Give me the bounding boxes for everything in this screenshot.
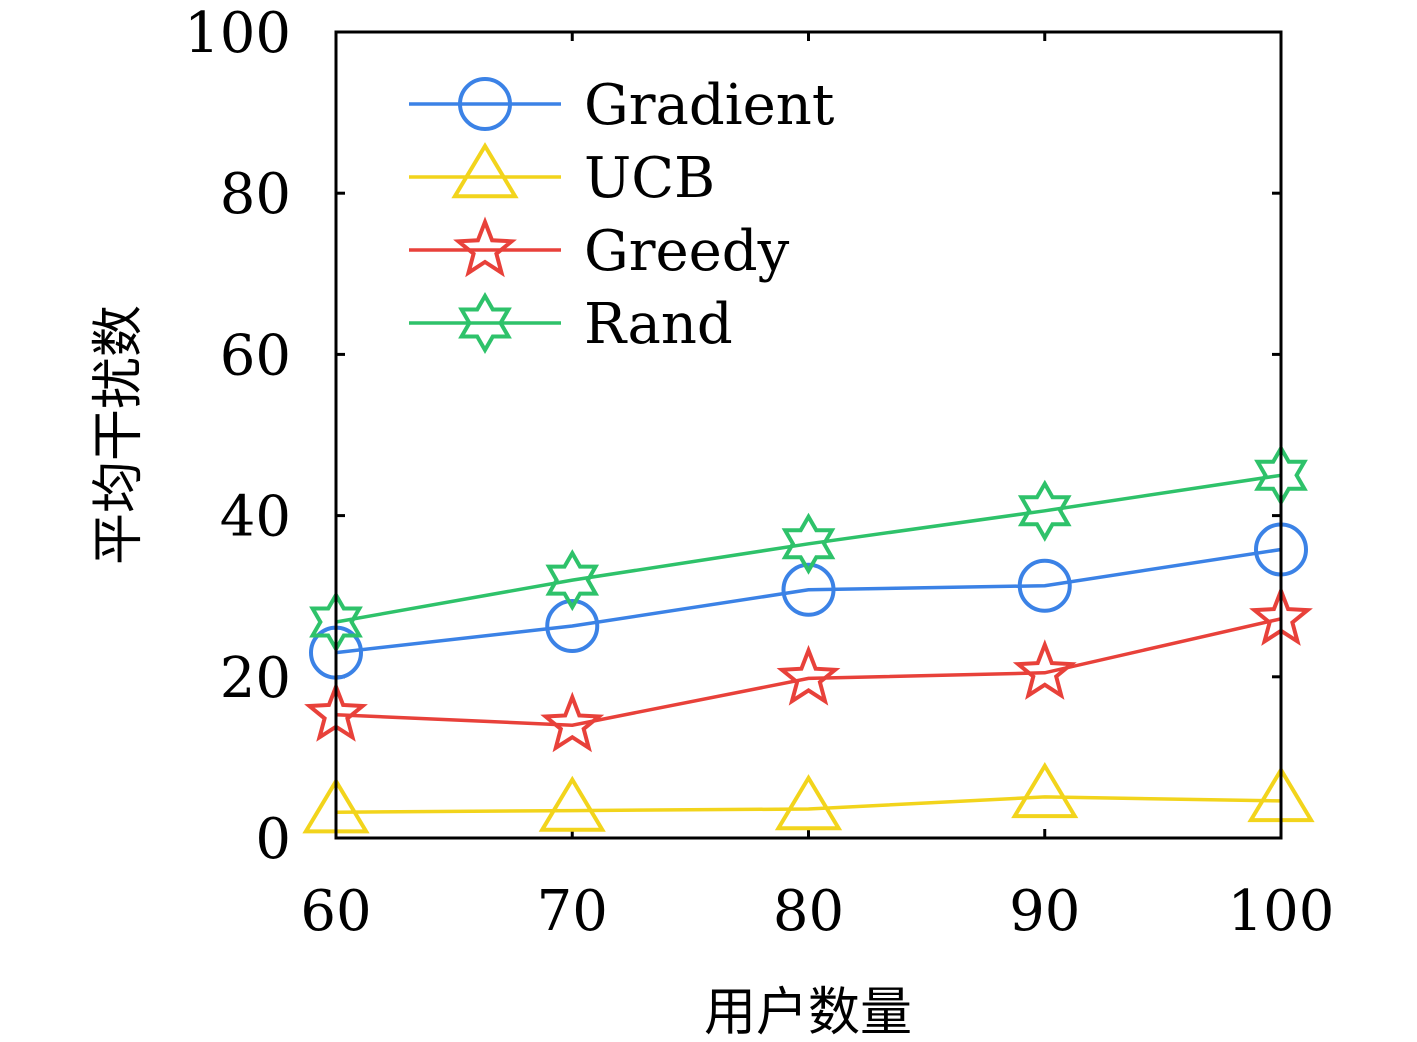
data-point <box>1012 639 1077 700</box>
series-rand <box>309 444 1308 653</box>
legend-label: Rand <box>584 292 733 357</box>
series-line <box>335 547 1282 655</box>
legend-entry: UCB <box>409 142 715 211</box>
plot-frame <box>334 30 1283 840</box>
data-point <box>545 599 600 654</box>
data-point <box>774 774 843 831</box>
data-point <box>776 644 841 706</box>
legend-entry: Greedy <box>409 216 790 284</box>
data-point <box>781 562 836 617</box>
data-point <box>545 549 600 612</box>
legend: Gradient UCB Greedy Rand <box>409 73 835 357</box>
data-point <box>1017 479 1072 542</box>
data-point <box>1017 558 1072 613</box>
data-point <box>781 512 836 575</box>
x-tick-label: 90 <box>1009 879 1080 944</box>
x-tick-label: 80 <box>773 879 844 944</box>
legend-marker <box>451 142 519 199</box>
series-line <box>335 617 1282 727</box>
data-point <box>538 775 606 832</box>
legend-marker <box>458 77 512 131</box>
series-line <box>335 473 1282 624</box>
legend-entry: Gradient <box>409 73 835 138</box>
legend-label: UCB <box>584 146 715 211</box>
legend-marker <box>453 216 517 278</box>
x-axis-title: 用户数量 <box>704 983 912 1042</box>
x-tick-label: 60 <box>300 879 371 944</box>
series-layer <box>302 444 1315 834</box>
series-ucb <box>302 762 1315 834</box>
y-tick-label: 20 <box>220 646 291 711</box>
y-axis-title: 平均干扰数 <box>89 305 149 565</box>
legend-label: Greedy <box>584 219 790 284</box>
data-point <box>540 691 605 753</box>
axis-ticks: 0 20 40 60 80 100 60 70 80 90 100 <box>184 1 1334 944</box>
legend-marker <box>458 292 512 354</box>
x-tick-label: 70 <box>537 879 608 944</box>
series-line <box>335 795 1282 814</box>
legend-label: Gradient <box>584 73 835 138</box>
legend-entry: Rand <box>409 292 733 357</box>
y-tick-label: 0 <box>255 807 291 872</box>
y-tick-label: 80 <box>220 162 291 227</box>
x-tick-label: 100 <box>1228 879 1335 944</box>
y-tick-label: 40 <box>220 485 291 550</box>
data-point <box>1011 762 1079 819</box>
y-tick-label: 60 <box>220 323 291 388</box>
y-tick-label: 100 <box>184 1 291 66</box>
